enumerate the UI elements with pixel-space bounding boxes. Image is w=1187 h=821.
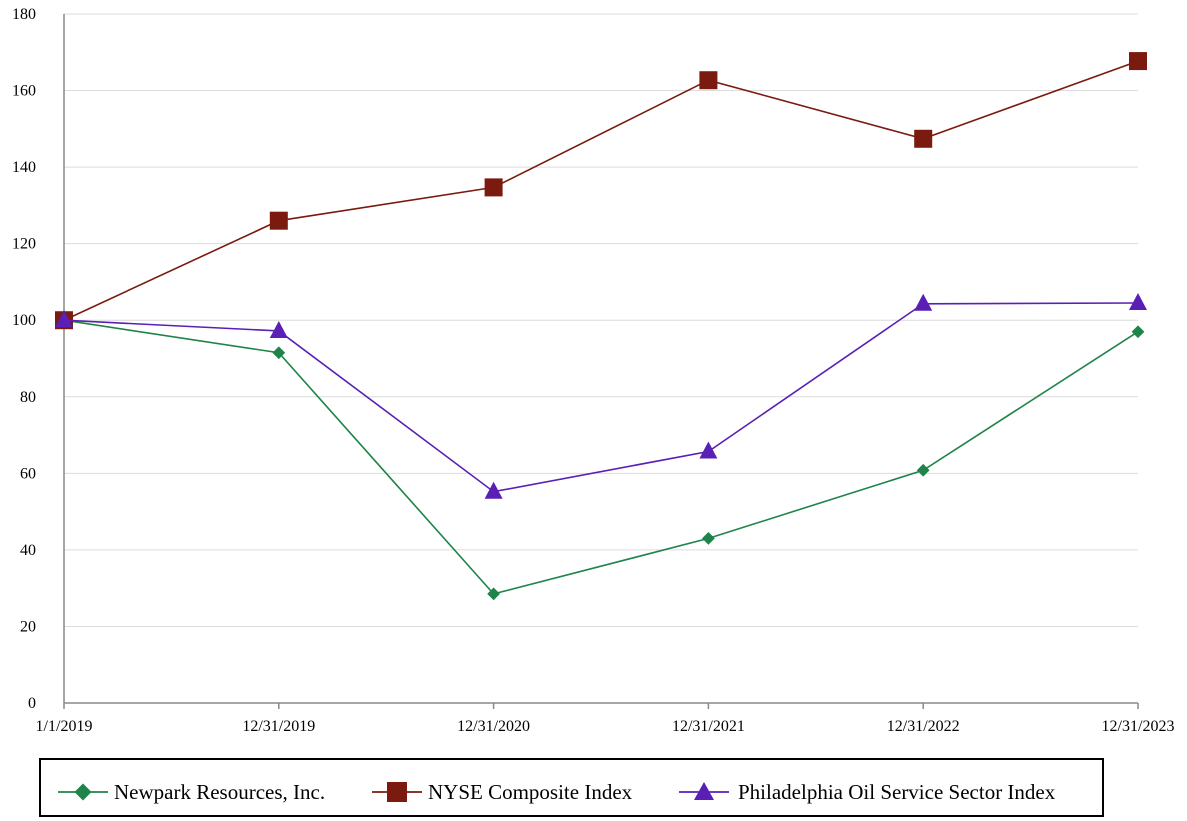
- y-tick-label: 80: [20, 389, 36, 406]
- square-icon: [387, 782, 407, 802]
- data-point: [272, 346, 286, 360]
- data-point: [269, 320, 288, 338]
- x-tick-label: 12/31/2019: [242, 718, 315, 735]
- y-tick-labels: 0 20 40 60 80 100 120 140 160 180: [12, 6, 36, 712]
- legend-label-osx: Philadelphia Oil Service Sector Index: [738, 780, 1056, 804]
- x-tick-label: 12/31/2021: [672, 718, 745, 735]
- data-point: [269, 211, 288, 230]
- y-tick-label: 180: [12, 6, 36, 23]
- y-tick-label: 0: [28, 695, 36, 712]
- x-tick-label: 12/31/2022: [887, 718, 960, 735]
- data-point: [484, 481, 503, 499]
- x-tick-label: 1/1/2019: [36, 718, 93, 735]
- data-point: [55, 310, 73, 328]
- legend-item-nyse: NYSE Composite Index: [372, 780, 633, 804]
- y-tick-label: 60: [20, 465, 36, 482]
- data-point: [484, 178, 503, 197]
- series-nyse: [55, 52, 1147, 330]
- data-point: [1129, 52, 1147, 71]
- x-tick-label: 12/31/2020: [457, 718, 530, 735]
- triangle-icon: [694, 782, 714, 800]
- legend-label-nyse: NYSE Composite Index: [428, 780, 633, 804]
- data-point: [699, 71, 718, 90]
- data-point: [702, 532, 715, 545]
- y-tick-label: 40: [20, 542, 36, 559]
- y-tick-label: 160: [12, 83, 36, 100]
- data-point: [914, 293, 933, 311]
- x-tick-label: 12/31/2023: [1102, 718, 1175, 735]
- data-point: [916, 463, 930, 477]
- legend: Newpark Resources, Inc. NYSE Composite I…: [39, 758, 1104, 817]
- y-tick-label: 100: [12, 312, 36, 329]
- y-tick-label: 140: [12, 159, 36, 176]
- y-tick-label: 20: [20, 618, 36, 635]
- axes: [63, 14, 1139, 709]
- series: [55, 52, 1147, 601]
- diamond-icon: [74, 783, 92, 801]
- gridlines: [64, 13, 1138, 627]
- data-point: [1129, 292, 1147, 310]
- data-point: [1131, 325, 1145, 339]
- series-line-newpark: [63, 319, 1139, 595]
- x-tick-labels: 1/1/2019 12/31/2019 12/31/2020 12/31/2021 12…: [36, 718, 1175, 735]
- legend-label-newpark: Newpark Resources, Inc.: [114, 780, 325, 804]
- legend-item-newpark: Newpark Resources, Inc.: [58, 780, 325, 804]
- legend-box: [39, 758, 1104, 817]
- series-line-osx: [63, 302, 1139, 493]
- series-line-nyse: [63, 60, 1139, 321]
- legend-item-osx: Philadelphia Oil Service Sector Index: [679, 780, 1056, 804]
- y-tick-label: 120: [12, 236, 36, 253]
- series-newpark: [57, 313, 1145, 601]
- data-point: [914, 129, 933, 148]
- series-osx: [55, 292, 1147, 499]
- data-point: [699, 441, 718, 459]
